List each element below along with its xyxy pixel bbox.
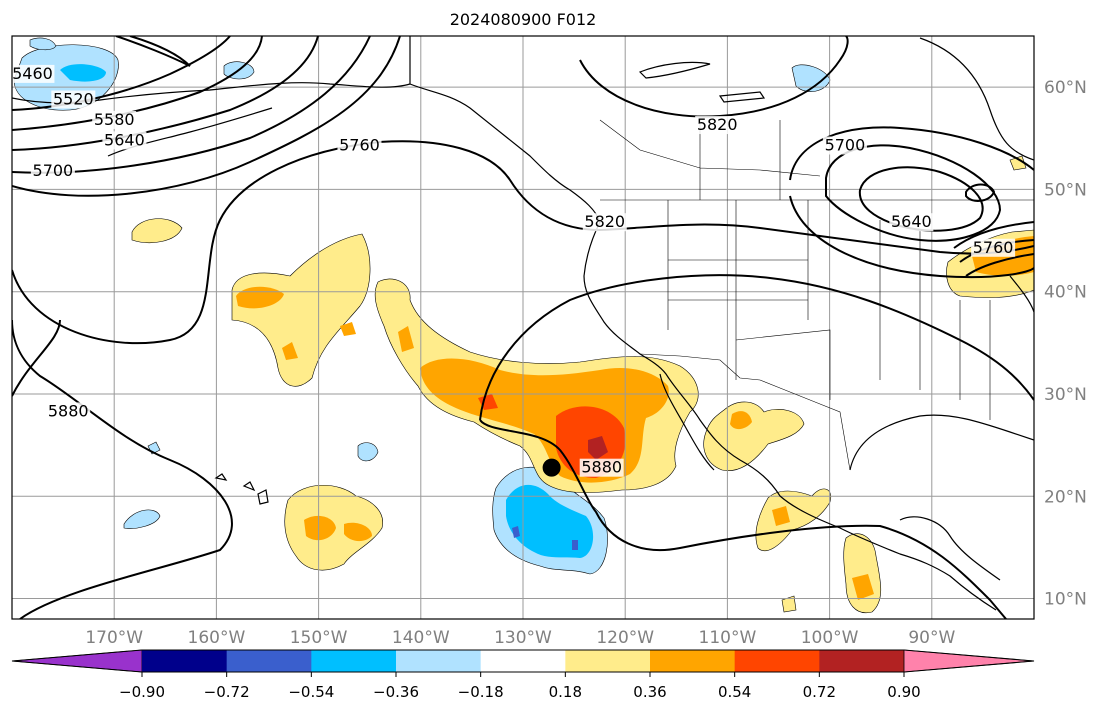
lon-tick-label: 170°W bbox=[85, 628, 143, 648]
contour-label: 5820 bbox=[697, 115, 738, 134]
colorbar-segment bbox=[734, 650, 820, 672]
latitude-tick-labels: 10°N 20°N 30°N 40°N 50°N 60°N bbox=[1044, 78, 1087, 609]
contour-label-bg bbox=[582, 213, 627, 232]
contour-label-bg bbox=[46, 402, 91, 421]
lat-tick-label: 40°N bbox=[1044, 283, 1087, 303]
colorbar-segment bbox=[650, 650, 736, 672]
lat-tick-label: 20°N bbox=[1044, 487, 1087, 507]
colorbar-tick-label: −0.72 bbox=[204, 683, 250, 701]
contour-label-bg bbox=[12, 64, 55, 83]
contour-label: 5700 bbox=[825, 136, 866, 155]
lon-tick-label: 160°W bbox=[188, 628, 246, 648]
lat-tick-label: 60°N bbox=[1044, 78, 1087, 98]
contour-label-bg bbox=[30, 162, 75, 181]
colorbar-tick-label: −0.90 bbox=[119, 683, 165, 701]
colorbar-tick-label: −0.54 bbox=[288, 683, 334, 701]
map-title: 2024080900 F012 bbox=[449, 10, 597, 29]
contour-label: 5700 bbox=[33, 161, 74, 180]
lat-tick-label: 10°N bbox=[1044, 590, 1087, 610]
colorbar-tick-label: 0.18 bbox=[549, 683, 582, 701]
contour-label: 5520 bbox=[53, 89, 94, 108]
contour-label: 5880 bbox=[48, 401, 89, 420]
contour-label: 5760 bbox=[339, 136, 380, 155]
colorbar-tick-label: 0.36 bbox=[633, 683, 666, 701]
map-area: 5460552055805640570057605820570056405760… bbox=[12, 36, 1034, 619]
contour-label: 5820 bbox=[584, 212, 625, 231]
map-frame bbox=[11, 35, 1035, 620]
contour-label: 5880 bbox=[581, 458, 622, 477]
lat-tick-label: 30°N bbox=[1044, 385, 1087, 405]
contour-label-bg bbox=[579, 458, 624, 477]
colorbar-tick-label: 0.90 bbox=[887, 683, 920, 701]
contour-label-bg bbox=[822, 136, 867, 155]
lat-tick-label: 50°N bbox=[1044, 180, 1087, 200]
political-borders bbox=[409, 36, 1034, 471]
colorbar-segment bbox=[480, 650, 566, 672]
contour-label-bg bbox=[971, 238, 1016, 257]
coastlines bbox=[12, 36, 1034, 611]
contour-label: 5580 bbox=[94, 110, 135, 129]
colorbar-segment bbox=[396, 650, 482, 672]
lon-tick-label: 130°W bbox=[494, 628, 552, 648]
contour-label: 5640 bbox=[891, 212, 932, 231]
contour-label: 5760 bbox=[973, 238, 1014, 257]
colorbar-tick-label: −0.36 bbox=[373, 683, 419, 701]
colorbar-segment bbox=[226, 650, 312, 672]
colorbar-tick-label: −0.18 bbox=[458, 683, 504, 701]
contour-labels: 5460552055805640570057605820570056405760… bbox=[12, 64, 1016, 477]
contour-label-bg bbox=[889, 213, 934, 232]
colorbar-segment bbox=[565, 650, 651, 672]
contour-label: 5460 bbox=[12, 64, 53, 83]
colorbar-segment bbox=[142, 650, 228, 672]
contour-label-bg bbox=[337, 136, 382, 155]
contour-label: 5640 bbox=[104, 130, 145, 149]
colorbar-segment bbox=[819, 650, 905, 672]
colorbar-extend-high bbox=[903, 649, 1035, 673]
colorbar: −0.90 −0.72 −0.54 −0.36 −0.18 0.18 0.36 0.54 0.7… bbox=[11, 649, 1035, 701]
lon-tick-label: 100°W bbox=[801, 628, 859, 648]
height-contours bbox=[12, 36, 1034, 619]
colorbar-tick-label: 0.72 bbox=[803, 683, 836, 701]
contour-label-bg bbox=[51, 90, 96, 109]
lon-tick-label: 90°W bbox=[908, 628, 955, 648]
lon-tick-label: 120°W bbox=[596, 628, 654, 648]
contour-label-bg bbox=[92, 110, 137, 129]
colorbar-tick-label: 0.54 bbox=[718, 683, 751, 701]
lon-tick-label: 150°W bbox=[290, 628, 348, 648]
colorbar-segment bbox=[311, 650, 397, 672]
longitude-tick-labels: 170°W 160°W 150°W 140°W 130°W 120°W 110°W 100°W… bbox=[85, 628, 955, 648]
lon-tick-label: 140°W bbox=[392, 628, 450, 648]
contour-label-bg bbox=[695, 116, 740, 135]
lon-tick-label: 110°W bbox=[699, 628, 757, 648]
positive-anomaly-fill bbox=[131, 155, 1034, 614]
contour-label-bg bbox=[102, 131, 147, 150]
storm-center-marker bbox=[542, 458, 561, 477]
colorbar-extend-low bbox=[11, 649, 143, 673]
